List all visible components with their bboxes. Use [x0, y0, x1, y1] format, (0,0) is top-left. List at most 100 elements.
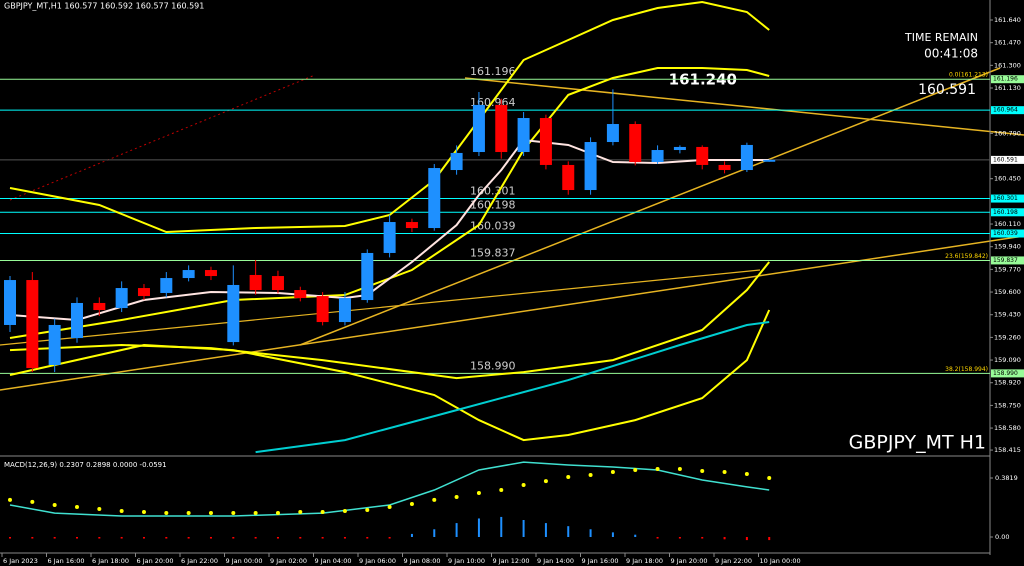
x-tick-label: 6 Jan 16:00 [48, 557, 85, 565]
y-tick-label: 161.640 [994, 16, 1021, 24]
candle-body [517, 118, 530, 153]
y-tick-label: 161.300 [994, 61, 1021, 69]
x-tick-label: 9 Jan 22:00 [715, 557, 752, 565]
level-axis-label: 160.198 [993, 209, 1018, 216]
macd-signal-dot [633, 467, 638, 472]
macd-signal-dot [298, 509, 303, 514]
level-axis-box [991, 75, 1024, 84]
macd-label: MACD(12,26,9) 0.2307 0.2898 0.0000 -0.05… [4, 461, 167, 469]
drawings [0, 67, 1024, 391]
candle-body [718, 164, 731, 171]
macd-signal-dot [767, 475, 772, 480]
timer-value: 00:41:08 [924, 47, 978, 61]
y-tick-label: 160.790 [994, 129, 1021, 137]
macd-signal-dot [119, 509, 124, 514]
macd-histogram-bar [142, 536, 145, 539]
macd-signal-dot [320, 509, 325, 514]
trend-line [299, 67, 1001, 346]
candle-body [115, 288, 128, 309]
macd-histogram-bar [276, 536, 279, 539]
trend-line [9, 74, 316, 201]
indicator-line [9, 309, 771, 442]
indicator-line [9, 261, 770, 380]
candle-body [70, 302, 83, 339]
candle-body [562, 164, 575, 191]
macd-signal-dot [476, 490, 481, 495]
macd-signal-dot [588, 473, 593, 478]
macd-signal-dot [74, 505, 79, 510]
y-tick-label: 158.920 [994, 379, 1021, 387]
x-tick-label: 9 Jan 14:00 [537, 557, 574, 565]
macd-histogram-bar [53, 536, 56, 539]
macd-tick-label: 0.00 [995, 533, 1009, 541]
macd-histogram-bar [768, 536, 771, 541]
macd-histogram-bar [366, 536, 369, 539]
macd-histogram-bar [343, 536, 346, 539]
candle-body [361, 252, 374, 301]
macd-histogram-bar [745, 536, 748, 541]
macd-histogram-bar [120, 536, 123, 539]
level-axis-label: 158.990 [993, 370, 1018, 377]
level-label: 159.837 [470, 246, 516, 259]
level-axis-label: 160.039 [993, 230, 1018, 237]
macd-histogram-bar [701, 536, 704, 539]
y-tick-label: 158.580 [994, 424, 1021, 432]
macd-signal-dot [186, 511, 191, 516]
candle-body [584, 142, 597, 191]
x-tick-label: 6 Jan 18:00 [92, 557, 129, 565]
candle-body [673, 146, 686, 151]
x-tick-label: 9 Jan 08:00 [404, 557, 441, 565]
candle-body [204, 270, 217, 277]
macd-histogram-bar [9, 536, 11, 539]
x-tick-label: 9 Jan 00:00 [226, 557, 263, 565]
x-tick-label: 6 Jan 20:00 [137, 557, 174, 565]
level-axis-label: 161.196 [993, 76, 1018, 83]
x-tick-label: 9 Jan 10:00 [448, 557, 485, 565]
level-label: 160.301 [470, 185, 516, 198]
level-axis-label: 159.837 [993, 257, 1018, 264]
y-tick-label: 158.415 [994, 446, 1021, 454]
macd-histogram-bar [410, 533, 413, 537]
level-label: 158.990 [470, 359, 516, 372]
macd-signal-dot [521, 482, 526, 487]
x-tick-label: 9 Jan 12:00 [493, 557, 530, 565]
macd-signal-dot [499, 488, 504, 493]
macd-histogram-bar [75, 536, 78, 539]
macd-histogram-bar [209, 536, 212, 539]
macd-histogram-bar [567, 526, 570, 537]
macd-signal-dot [97, 507, 102, 512]
x-tick-label: 9 Jan 06:00 [359, 557, 396, 565]
y-tick-label: 159.600 [994, 288, 1021, 296]
macd-signal-dot [454, 494, 459, 499]
macd-histogram-bar [611, 532, 614, 537]
x-tick-label: 9 Jan 18:00 [626, 557, 663, 565]
macd-signal-dot [543, 479, 548, 484]
candle-body [160, 278, 173, 293]
macd-histogram-bar [634, 534, 637, 537]
macd-histogram-bar [500, 516, 503, 537]
candle-body [338, 298, 351, 323]
x-tick-label: 6 Jan 2023 [3, 557, 38, 565]
x-tick-label: 10 Jan 00:00 [760, 557, 801, 565]
y-tick-label: 159.940 [994, 243, 1021, 251]
x-tick-label: 9 Jan 04:00 [315, 557, 352, 565]
macd-histogram-bar [299, 536, 302, 539]
macd-histogram-bar [544, 523, 547, 537]
macd-line [9, 461, 770, 517]
macd-histogram-bar [232, 536, 235, 539]
macd-signal-dot [253, 511, 258, 516]
trend-line [0, 269, 761, 346]
candle-body [249, 274, 262, 291]
macd-signal-dot [722, 469, 727, 474]
candle-body [294, 290, 307, 299]
level-axis-box [991, 256, 1024, 265]
candle-body [539, 118, 552, 165]
indicator-line [9, 0, 770, 234]
macd-signal-dot [387, 505, 392, 510]
x-tick-label: 9 Jan 16:00 [582, 557, 619, 565]
macd-signal-dot [8, 497, 12, 502]
macd-signal-dot [409, 501, 414, 506]
candle-body [4, 280, 16, 325]
candle-body [629, 124, 642, 163]
